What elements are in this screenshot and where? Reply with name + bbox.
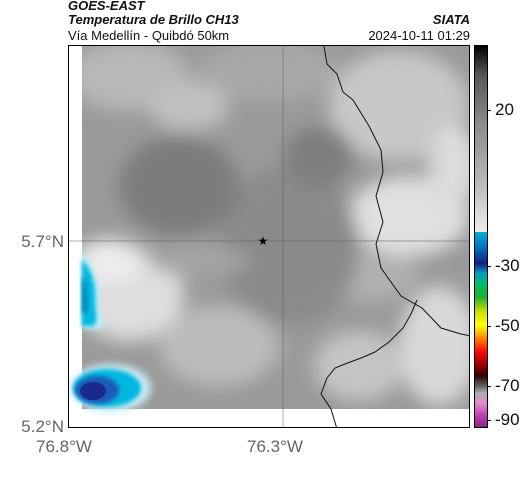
- route-label: Vía Medellín - Quibdó 50km: [68, 28, 230, 43]
- lon-tick-label: 76.8°W: [36, 437, 92, 456]
- municipal-boundary: [320, 299, 418, 427]
- lat-tick-label: 5.2°N: [21, 417, 64, 436]
- temperature-colorbar: [474, 45, 488, 428]
- lon-tick-label: 76.3°W: [247, 437, 303, 456]
- colorbar-tick-label: -70: [495, 376, 520, 395]
- colorbar-gray-band: [475, 46, 487, 232]
- cold-cloud-top-north: [82, 254, 103, 329]
- colorbar-tick-label: -30: [495, 256, 520, 275]
- colorbar-tick-label: 20: [495, 100, 514, 119]
- colorbar-tick-label: -90: [495, 410, 520, 429]
- satellite-name: GOES-EAST: [68, 0, 145, 13]
- cloud-texture: [69, 46, 469, 406]
- department-boundary: [323, 46, 469, 337]
- brightness-temperature-field: ★: [69, 46, 469, 427]
- star-marker[interactable]: ★: [258, 234, 269, 248]
- satellite-map[interactable]: ★: [68, 45, 470, 428]
- product-title: Temperatura de Brillo CH13: [68, 12, 239, 27]
- datetime-label: 2024-10-11 01:29: [368, 28, 470, 43]
- lat-tick-label: 5.7°N: [21, 232, 64, 251]
- colorbar-color-band: [475, 232, 487, 427]
- cold-cloud-top-south: [71, 364, 151, 412]
- colorbar-tick-label: -50: [495, 316, 520, 335]
- agency-label: SIATA: [432, 12, 470, 27]
